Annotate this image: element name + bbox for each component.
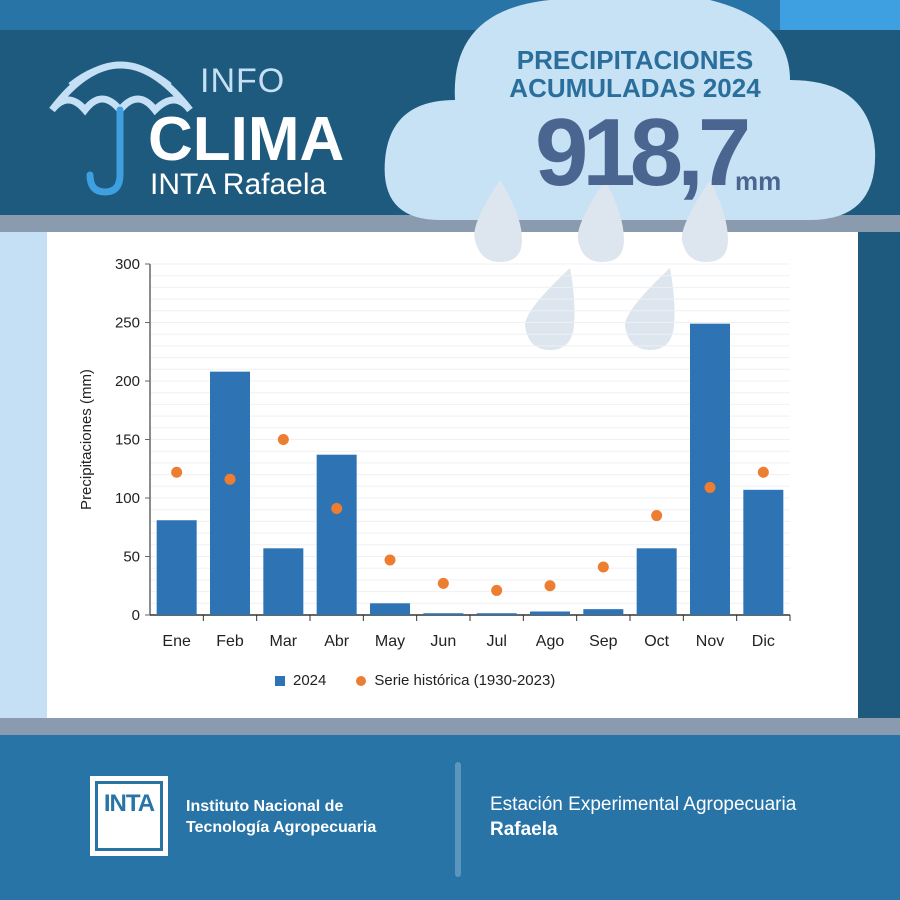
hist-point-oct bbox=[651, 510, 663, 522]
bar-sep bbox=[583, 609, 624, 615]
x-tick-label: Jun bbox=[430, 633, 456, 650]
bar-feb bbox=[210, 371, 250, 615]
y-tick-label: 50 bbox=[123, 549, 140, 566]
x-tick-label: Dic bbox=[752, 633, 775, 650]
legend: 2024 Serie histórica (1930-2023) bbox=[275, 672, 555, 689]
x-tick-label: Ene bbox=[162, 633, 191, 650]
logo-place: INTA Rafaela bbox=[150, 168, 327, 201]
hist-point-jun bbox=[437, 577, 449, 589]
x-tick-label: Mar bbox=[270, 633, 298, 650]
hist-point-nov bbox=[704, 481, 716, 493]
x-tick-label: Ago bbox=[536, 633, 565, 650]
title-line2: ACUMULADAS 2024 bbox=[509, 73, 761, 103]
bar-abr bbox=[316, 454, 357, 615]
total-value: 918,7 bbox=[535, 99, 751, 206]
x-tick-label: May bbox=[375, 633, 405, 650]
hist-point-jul bbox=[491, 584, 503, 596]
station: Estación Experimental Agropecuaria Rafael… bbox=[490, 792, 796, 842]
title-line1: PRECIPITACIONES bbox=[516, 45, 754, 75]
inta-logo: INTA bbox=[90, 776, 168, 856]
x-tick-label: Jul bbox=[486, 633, 506, 650]
hist-point-ene bbox=[171, 466, 183, 478]
legend-dot-swatch bbox=[356, 675, 367, 686]
x-tick-label: Sep bbox=[589, 633, 618, 650]
legend-2024: 2024 bbox=[293, 672, 327, 689]
hist-point-sep bbox=[597, 561, 609, 573]
cloud-icon bbox=[384, 0, 876, 350]
legend-bar-swatch bbox=[275, 675, 285, 686]
logo-info: INFO bbox=[200, 62, 286, 100]
footer-separator bbox=[455, 762, 461, 877]
bar-mar bbox=[263, 548, 304, 615]
left-strip bbox=[0, 232, 47, 718]
y-tick-label: 150 bbox=[115, 432, 140, 449]
station-name: Rafaela bbox=[490, 819, 558, 840]
y-tick-label: 0 bbox=[132, 607, 140, 624]
inta-logo-text: INTA bbox=[95, 781, 163, 851]
bar-may bbox=[370, 603, 410, 615]
bar-jul bbox=[476, 613, 517, 615]
right-strip bbox=[858, 232, 900, 718]
hist-point-feb bbox=[224, 473, 236, 485]
logo-clima: CLIMA bbox=[148, 105, 345, 174]
y-tick-label: 250 bbox=[115, 315, 140, 332]
hist-point-may bbox=[384, 554, 396, 566]
bar-dic bbox=[743, 489, 784, 615]
hist-point-ago bbox=[544, 580, 556, 592]
x-tick-label: Feb bbox=[216, 633, 244, 650]
hist-point-mar bbox=[277, 434, 289, 445]
bar-ago bbox=[530, 611, 570, 615]
y-tick-label: 100 bbox=[115, 490, 140, 507]
bar-nov bbox=[690, 323, 730, 615]
x-tick-label: Nov bbox=[696, 633, 724, 650]
bar-oct bbox=[636, 548, 677, 615]
raindrops bbox=[474, 180, 728, 350]
precipitation-chart: 0 50 100 150 200 250 300 Ene Feb Mar Abr May Jun Jul A… bbox=[78, 256, 791, 650]
y-tick-label: 300 bbox=[115, 256, 140, 273]
y-tick-label: 200 bbox=[115, 373, 140, 390]
institution-line1: Instituto Nacional de bbox=[186, 798, 344, 815]
divider bbox=[0, 718, 900, 735]
umbrella-icon bbox=[49, 61, 193, 196]
title: PRECIPITACIONES ACUMULADAS 2024 bbox=[470, 46, 800, 102]
institution: Instituto Nacional de Tecnología Agropecu… bbox=[186, 796, 376, 838]
total-unit: mm bbox=[735, 166, 782, 196]
x-tick-label: Oct bbox=[644, 633, 669, 650]
y-axis-label: Precipitaciones (mm) bbox=[78, 369, 95, 510]
bar-jun bbox=[423, 613, 464, 615]
hist-point-abr bbox=[331, 503, 343, 515]
station-label: Estación Experimental Agropecuaria bbox=[490, 794, 797, 815]
legend-historic: Serie histórica (1930-2023) bbox=[374, 672, 556, 689]
hist-point-dic bbox=[757, 466, 769, 478]
institution-line2: Tecnología Agropecuaria bbox=[186, 819, 377, 836]
x-tick-label: Abr bbox=[324, 633, 350, 650]
bar-ene bbox=[156, 520, 197, 615]
